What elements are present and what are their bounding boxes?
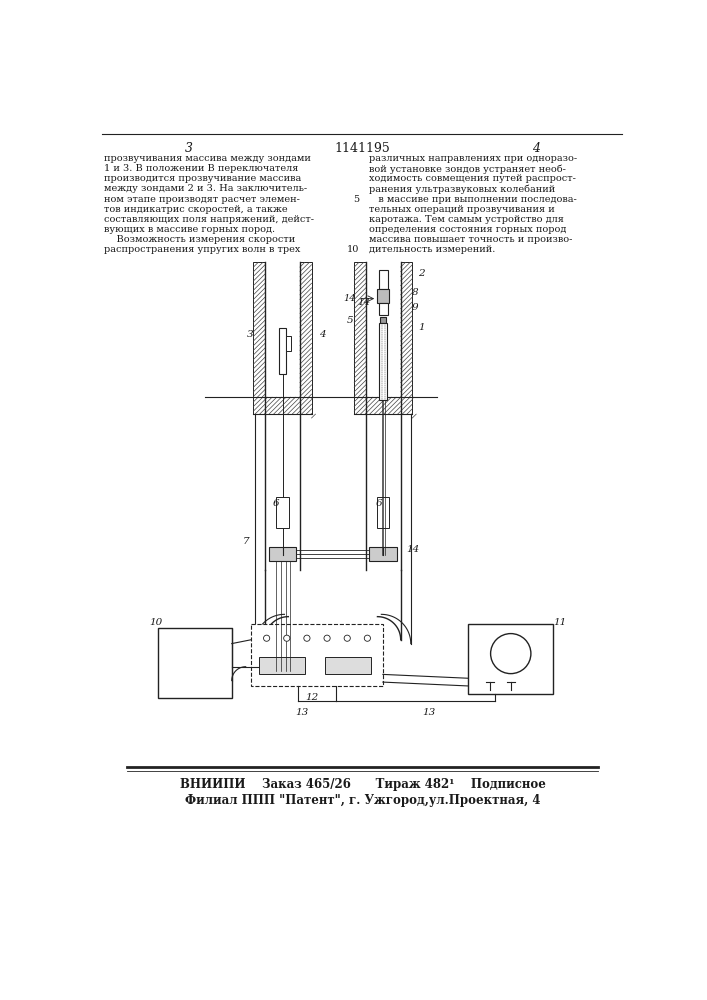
Text: дительность измерений.: дительность измерений. <box>369 245 496 254</box>
Bar <box>158 628 232 698</box>
Bar <box>377 289 390 303</box>
Text: А: А <box>266 661 272 670</box>
Text: 3: 3 <box>185 142 193 155</box>
Text: Филиал ППП "Патент", г. Ужгород,ул.Проектная, 4: Филиал ППП "Патент", г. Ужгород,ул.Проек… <box>185 794 540 807</box>
Bar <box>354 397 412 414</box>
Text: между зондами 2 и 3. На заключитель-: между зондами 2 и 3. На заключитель- <box>104 184 307 193</box>
Bar <box>468 624 554 694</box>
Bar <box>300 262 312 397</box>
Bar <box>279 328 286 374</box>
Text: 9: 9 <box>412 303 419 312</box>
Text: вой установке зондов устраняет необ-: вой установке зондов устраняет необ- <box>369 164 566 174</box>
Text: 14: 14 <box>407 545 420 554</box>
Text: вующих в массиве горных пород.: вующих в массиве горных пород. <box>104 225 275 234</box>
Text: ходимость совмещения путей распрост-: ходимость совмещения путей распрост- <box>369 174 575 183</box>
Bar <box>379 303 388 315</box>
Text: А: А <box>332 661 338 670</box>
Text: 14: 14 <box>344 294 356 303</box>
Text: б: б <box>281 661 287 670</box>
Bar <box>253 262 265 397</box>
Text: различных направлениях при одноразо-: различных направлениях при одноразо- <box>369 154 577 163</box>
Text: 12: 12 <box>305 693 319 702</box>
Bar <box>379 270 388 289</box>
Bar <box>380 323 387 400</box>
Bar <box>325 657 371 674</box>
Text: 1141195: 1141195 <box>335 142 390 155</box>
Text: массива повышает точность и произво-: массива повышает точность и произво- <box>369 235 572 244</box>
Bar <box>401 262 412 397</box>
Text: 10: 10 <box>347 245 360 254</box>
Text: ном этапе производят расчет элемен-: ном этапе производят расчет элемен- <box>104 195 300 204</box>
Bar <box>276 497 288 528</box>
Circle shape <box>264 635 270 641</box>
Text: 1 и 3. В положении В переключателя: 1 и 3. В положении В переключателя <box>104 164 298 173</box>
Text: 13: 13 <box>423 708 436 717</box>
Text: Возможность измерения скорости: Возможность измерения скорости <box>104 235 295 244</box>
Text: 6: 6 <box>375 499 382 508</box>
Text: 14: 14 <box>357 298 370 307</box>
Bar <box>251 624 383 686</box>
Text: В: В <box>297 661 303 670</box>
Bar <box>369 547 397 561</box>
Bar <box>354 262 366 397</box>
Text: 3: 3 <box>247 330 254 339</box>
Text: 5: 5 <box>354 195 360 204</box>
Circle shape <box>364 635 370 641</box>
Text: производится прозвучивание массива: производится прозвучивание массива <box>104 174 301 183</box>
Circle shape <box>324 635 330 641</box>
Bar <box>380 317 386 323</box>
Text: 10: 10 <box>149 618 163 627</box>
Text: 5: 5 <box>347 316 354 325</box>
Bar <box>377 497 390 528</box>
Text: 11: 11 <box>553 618 566 627</box>
Text: 4: 4 <box>319 330 326 339</box>
Text: В: В <box>363 661 369 670</box>
Text: 1: 1 <box>419 323 425 332</box>
Bar <box>253 397 312 414</box>
Text: 13: 13 <box>295 708 308 717</box>
Circle shape <box>304 635 310 641</box>
Bar <box>269 547 296 561</box>
Text: 6: 6 <box>273 499 279 508</box>
Text: распространения упругих волн в трех: распространения упругих волн в трех <box>104 245 300 254</box>
Text: ВНИИПИ    Заказ 465/26      Тираж 482¹    Подписное: ВНИИПИ Заказ 465/26 Тираж 482¹ Подписное <box>180 778 546 791</box>
Text: прозвучивания массива между зондами: прозвучивания массива между зондами <box>104 154 311 163</box>
Text: определения состояния горных пород: определения состояния горных пород <box>369 225 566 234</box>
Bar <box>286 336 291 351</box>
Text: 8: 8 <box>412 288 419 297</box>
Text: составляющих поля напряжений, дейст-: составляющих поля напряжений, дейст- <box>104 215 314 224</box>
Text: в массиве при выполнении последова-: в массиве при выполнении последова- <box>369 195 577 204</box>
Text: 4: 4 <box>532 142 540 155</box>
Text: ранения ультразвуковых колебаний: ранения ультразвуковых колебаний <box>369 184 555 194</box>
Text: тов индикатрис скоростей, а также: тов индикатрис скоростей, а также <box>104 205 288 214</box>
Circle shape <box>284 635 290 641</box>
Text: тельных операций прозвучивания и: тельных операций прозвучивания и <box>369 205 555 214</box>
Text: каротажа. Тем самым устройство для: каротажа. Тем самым устройство для <box>369 215 563 224</box>
Text: 2: 2 <box>419 269 425 278</box>
Circle shape <box>491 634 531 674</box>
Bar <box>259 657 305 674</box>
Text: б: б <box>348 661 353 670</box>
Circle shape <box>344 635 351 641</box>
Text: 7: 7 <box>243 537 250 546</box>
